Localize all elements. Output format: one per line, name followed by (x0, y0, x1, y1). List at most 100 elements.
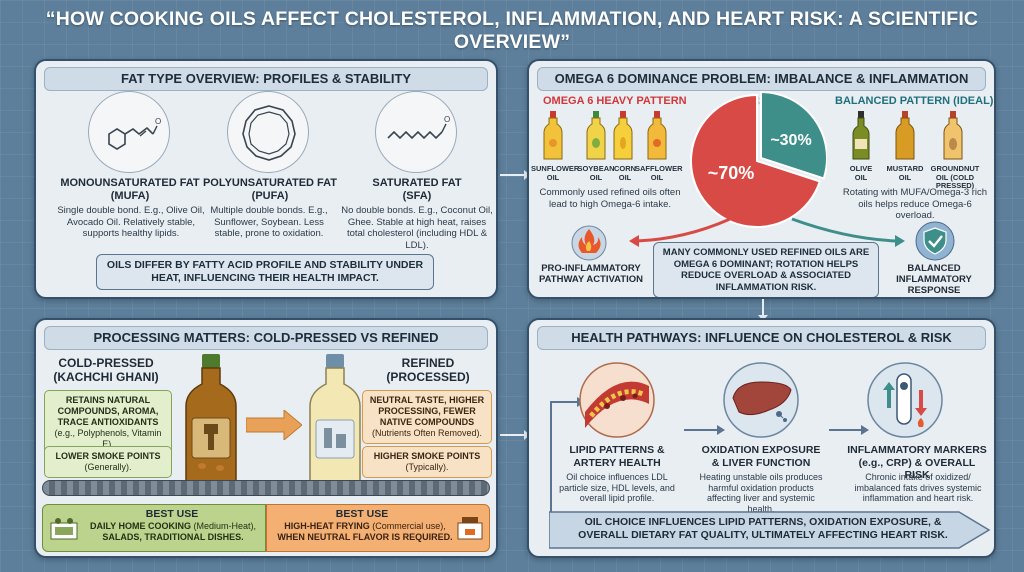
conveyor-belt (42, 480, 490, 496)
fat-type-panel: FAT TYPE OVERVIEW: PROFILES & STABILITY … (34, 59, 498, 299)
svg-text:O: O (155, 117, 161, 126)
refined-benefit-note: (Nutrients Often Removed). (371, 428, 483, 438)
cold-pressed-title: COLD-PRESSED (KACHCHI GHANI) (53, 356, 159, 384)
mufa-name: MONOUNSATURATED FAT (60, 177, 200, 189)
refined-title: REFINED (PROCESSED) (386, 356, 470, 384)
connector-arrow-top (500, 170, 530, 180)
pathway-loop-line (550, 397, 869, 516)
refined-smoke-note: (Typically). (405, 462, 449, 472)
oxidation-desc: Heating unstable oils produces harmful o… (699, 472, 823, 514)
lipid-title: LIPID PATTERNS & ARTERY HEALTH (569, 444, 665, 469)
mustard-oil-bottle-icon (895, 111, 915, 160)
cold-benefit-note: (e.g., Polyphenols, Vitamin E). (54, 428, 162, 449)
oxidation-title: OXIDATION EXPOSURE & LIVER FUNCTION (701, 444, 821, 469)
corn-oil-label: CORN OIL (613, 164, 637, 182)
arrow-to-pro-inflammatory (629, 217, 731, 247)
refined-smoke-box: HIGHER SMOKE POINTS (Typically). (362, 446, 492, 478)
refined-best-use-text: HIGH-HEAT FRYING (Commercial use), WHEN … (275, 521, 455, 543)
sunflower-oil-bottle-icon (543, 111, 563, 160)
cold-benefit-box: RETAINS NATURAL COMPOUNDS, AROMA, TRACE … (44, 390, 172, 455)
sfa-abbr: (SFA) (402, 190, 432, 202)
refined-benefit-box: NEUTRAL TASTE, HIGHER PROCESSING, FEWER … (362, 390, 492, 444)
page-title: “HOW COOKING OILS AFFECT CHOLESTEROL, IN… (45, 8, 979, 53)
inflammatory-desc: Chronic intake of oxidized/ imbalanced f… (854, 472, 982, 503)
refined-best-use-flavor: WHEN NEUTRAL FLAVOR IS REQUIRED. (277, 532, 453, 542)
kitchen-stove-icon (50, 518, 78, 540)
arrow-to-balanced-response (791, 217, 905, 247)
mufa-molecule-icon: O (88, 91, 170, 173)
omega-heavy-label: OMEGA 6 HEAVY PATTERN (543, 95, 687, 107)
corn-oil-bottle-icon (613, 111, 633, 160)
groundnut-oil-label: GROUNDNUT OIL (COLD PRESSED) (930, 164, 980, 190)
health-heading: HEALTH PATHWAYS: INFLUENCE ON CHOLESTERO… (537, 326, 986, 350)
pufa-title: POLYUNSATURATED FAT (PUFA) (186, 177, 354, 203)
cold-smoke-box: LOWER SMOKE POINTS (Generally). (44, 446, 172, 478)
balanced-shield-icon (915, 221, 955, 261)
omega-panel: OMEGA 6 DOMINANCE PROBLEM: IMBALANCE & I… (527, 59, 996, 299)
pie-minor-label: ~30% (770, 132, 811, 149)
soybean-oil-bottle-icon (586, 111, 606, 160)
refined-best-use-note: (Commercial use), (372, 521, 446, 531)
refined-best-use-label: BEST USE (335, 508, 389, 520)
mufa-title: MONOUNSATURATED FAT (MUFA) (46, 177, 214, 203)
pufa-desc: Multiple double bonds. E.g., Sunflower, … (210, 205, 328, 239)
pie-slice-omega6 (690, 93, 822, 228)
liver-icon (723, 362, 799, 438)
soybean-oil-label: SOYBEAN OIL (577, 164, 615, 182)
pufa-name: POLYUNSATURATED FAT (202, 177, 338, 189)
balanced-response-label: BALANCED INFLAMMATORY RESPONSE (896, 263, 972, 296)
cold-best-use-label: BEST USE (145, 508, 199, 520)
lipid-desc: Oil choice influences LDL particle size,… (559, 472, 675, 503)
sfa-title: SATURATED FAT (SFA) (336, 177, 496, 203)
pufa-molecule-icon (227, 91, 309, 173)
refined-best-use-box: BEST USE HIGH-HEAT FRYING (Commercial us… (266, 504, 490, 552)
omega-heading: OMEGA 6 DOMINANCE PROBLEM: IMBALANCE & I… (537, 67, 986, 108)
pie-slice-balanced (760, 91, 827, 180)
balanced-pattern-label: BALANCED PATTERN (IDEAL) (835, 95, 994, 107)
inflammation-fire-icon (571, 225, 607, 261)
mustard-oil-label: MUSTARD OIL (886, 164, 924, 182)
refined-smoke-text: HIGHER SMOKE POINTS (373, 451, 481, 461)
artery-icon (579, 362, 655, 438)
svg-text:O: O (444, 115, 450, 124)
cold-benefit-text: RETAINS NATURAL COMPOUNDS, AROMA, TRACE … (57, 395, 159, 427)
olive-oil-label: OLIVE OIL (849, 164, 873, 182)
processing-heading: PROCESSING MATTERS: COLD-PRESSED VS REFI… (44, 326, 488, 350)
health-panel: HEALTH PATHWAYS: INFLUENCE ON CHOLESTERO… (527, 318, 996, 558)
pufa-abbr: (PUFA) (251, 190, 289, 202)
sfa-name: SATURATED FAT (372, 177, 462, 189)
sfa-molecule-icon: O (375, 91, 457, 173)
safflower-oil-label: SAFFLOWER OIL (635, 164, 683, 182)
omega-callout: MANY COMMONLY USED REFINED OILS ARE OMEG… (653, 242, 879, 297)
health-banner-text: OIL CHOICE INFLUENCES LIPID PATTERNS, OX… (578, 516, 948, 541)
cold-pressed-bottle-icon (185, 354, 237, 493)
cold-best-use-dishes: SALADS, TRADITIONAL DISHES. (102, 532, 244, 542)
sunflower-oil-label: SUNFLOWER OIL (531, 164, 580, 182)
connector-arrow-bottom (500, 430, 530, 440)
cold-best-use-main: DAILY HOME COOKING (89, 521, 191, 531)
fat-type-callout: OILS DIFFER BY FATTY ACID PROFILE AND ST… (96, 254, 434, 290)
fryer-icon (457, 517, 483, 540)
processing-panel: PROCESSING MATTERS: COLD-PRESSED VS REFI… (34, 318, 498, 558)
pie-major-label: ~70% (708, 163, 755, 183)
groundnut-oil-bottle-icon (943, 111, 963, 160)
cold-smoke-text: LOWER SMOKE POINTS (55, 451, 161, 461)
olive-oil-bottle-icon (852, 111, 870, 160)
cold-best-use-text: DAILY HOME COOKING (Medium-Heat), SALADS… (83, 521, 263, 543)
mufa-abbr: (MUFA) (110, 190, 150, 202)
refined-best-use-main: HIGH-HEAT FRYING (284, 521, 370, 531)
mufa-desc: Single double bond. E.g., Olive Oil, Avo… (57, 205, 205, 239)
inflammatory-markers-icon (867, 362, 943, 438)
sfa-desc: No double bonds. E.g., Coconut Oil, Ghee… (341, 205, 493, 251)
cold-best-use-box: BEST USE DAILY HOME COOKING (Medium-Heat… (42, 504, 266, 552)
cold-best-use-note: (Medium-Heat), (193, 521, 257, 531)
pro-inflammatory-label: PRO-INFLAMMATORY PATHWAY ACTIVATION (539, 263, 643, 285)
fat-type-heading: FAT TYPE OVERVIEW: PROFILES & STABILITY (44, 67, 488, 91)
processing-arrow (246, 410, 302, 440)
inflammatory-title: INFLAMMATORY MARKERS (e.g., CRP) & OVERA… (847, 444, 987, 481)
safflower-oil-bottle-icon (647, 111, 667, 160)
balanced-note: Rotating with MUFA/Omega-3 rich oils hel… (842, 187, 988, 221)
refined-bottle-icon (309, 354, 361, 493)
omega-pie-chart: ~70% ~30% (690, 91, 827, 228)
cold-smoke-note: (Generally). (84, 462, 132, 472)
